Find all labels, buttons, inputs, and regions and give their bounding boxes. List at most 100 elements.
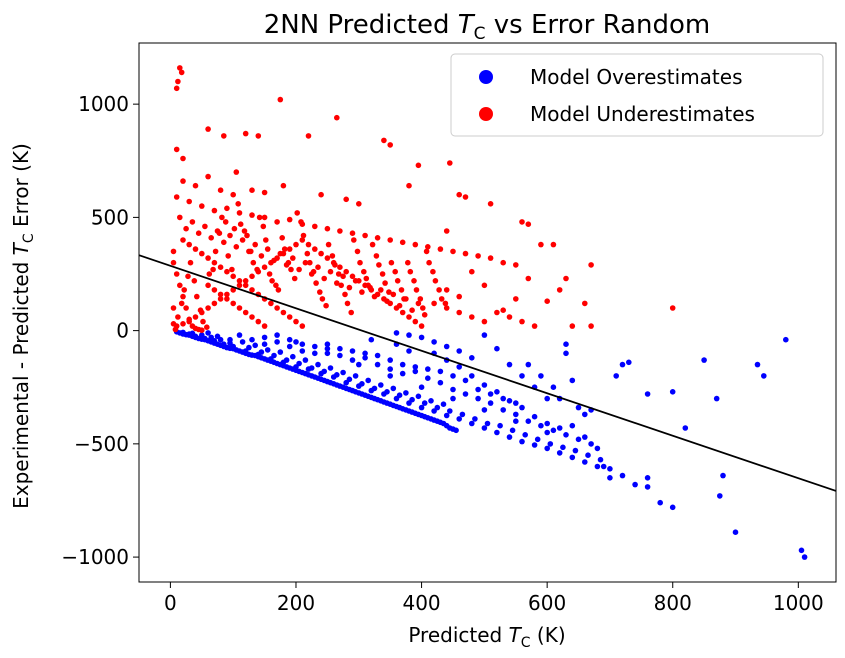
point-underestimate (387, 142, 394, 148)
point-overestimate (286, 343, 293, 350)
point-underestimate (420, 305, 426, 311)
point-overestimate (519, 404, 525, 411)
point-overestimate (472, 416, 478, 422)
y-axis-label: Experimental - Predicted TC Error (K) (9, 143, 37, 509)
point-overestimate (754, 361, 761, 368)
point-overestimate (513, 411, 519, 418)
point-underestimate (224, 268, 230, 275)
point-underestimate (300, 232, 307, 239)
point-overestimate (312, 350, 318, 357)
point-underestimate (361, 268, 367, 275)
point-overestimate (509, 427, 516, 434)
point-underestimate (443, 228, 450, 234)
point-underestimate (202, 223, 208, 230)
point-overestimate (252, 342, 258, 349)
point-underestimate (315, 264, 321, 271)
point-underestimate (187, 259, 194, 266)
point-overestimate (412, 364, 419, 370)
point-overestimate (550, 427, 557, 434)
point-underestimate (323, 302, 329, 309)
point-underestimate (199, 250, 205, 257)
point-overestimate (443, 412, 450, 419)
point-underestimate (212, 248, 219, 255)
point-underestimate (199, 327, 205, 334)
point-underestimate (241, 228, 248, 234)
point-overestimate (399, 370, 406, 377)
point-underestimate (277, 96, 284, 103)
y-tick-label: 1000 (78, 92, 129, 116)
point-underestimate (386, 289, 392, 295)
point-overestimate (494, 429, 500, 436)
point-underestimate (242, 278, 249, 284)
point-underestimate (205, 173, 211, 180)
legend-marker-underestimates (479, 107, 493, 121)
point-underestimate (286, 314, 293, 320)
point-underestimate (274, 219, 280, 225)
point-underestimate (299, 237, 306, 243)
point-underestimate (312, 246, 318, 252)
point-overestimate (450, 373, 456, 379)
point-overestimate (296, 360, 302, 367)
point-overestimate (632, 481, 638, 488)
point-overestimate (544, 445, 550, 452)
y-tick-label: −500 (74, 432, 129, 456)
legend-label-overestimates: Model Overestimates (530, 65, 743, 89)
point-overestimate (563, 432, 569, 438)
point-overestimate (362, 350, 368, 357)
point-underestimate (367, 284, 373, 291)
point-overestimate (560, 444, 566, 451)
point-overestimate (717, 493, 723, 499)
point-underestimate (363, 275, 370, 282)
point-overestimate (575, 404, 582, 411)
point-underestimate (332, 262, 338, 268)
x-tick-label: 600 (528, 591, 566, 615)
point-underestimate (487, 255, 494, 261)
point-underestimate (302, 259, 309, 266)
point-underestimate (255, 133, 262, 139)
point-overestimate (418, 334, 425, 341)
point-underestimate (384, 298, 390, 305)
svg-text:Experimental - Predicted TC Er: Experimental - Predicted TC Error (K) (9, 143, 37, 509)
point-overestimate (236, 332, 243, 338)
point-underestimate (252, 241, 258, 248)
point-underestimate (563, 275, 569, 282)
point-overestimate (506, 434, 513, 440)
point-underestimate (249, 212, 255, 218)
point-overestimate (525, 361, 532, 368)
point-underestimate (412, 241, 419, 248)
point-overestimate (569, 377, 576, 384)
point-overestimate (450, 386, 456, 393)
point-overestimate (315, 361, 321, 368)
point-underestimate (274, 305, 280, 311)
point-underestimate (430, 268, 436, 275)
point-underestimate (199, 203, 205, 209)
point-underestimate (293, 318, 299, 325)
fit-line (138, 254, 837, 492)
point-underestimate (183, 305, 189, 311)
point-overestimate (487, 391, 494, 397)
point-overestimate (258, 349, 265, 355)
point-overestimate (447, 408, 453, 414)
point-underestimate (211, 300, 218, 307)
point-overestimate (443, 343, 450, 350)
point-underestimate (178, 300, 185, 307)
point-underestimate (177, 65, 183, 71)
point-underestimate (335, 271, 342, 277)
point-underestimate (318, 191, 324, 198)
point-underestimate (172, 326, 179, 333)
point-overestimate (352, 373, 359, 379)
point-overestimate (425, 375, 431, 382)
point-underestimate (519, 318, 525, 325)
point-underestimate (388, 259, 395, 266)
point-underestimate (230, 273, 236, 280)
point-overestimate (274, 339, 280, 345)
point-underestimate (244, 232, 250, 239)
point-underestimate (299, 323, 306, 329)
point-underestimate (373, 253, 380, 259)
point-overestimate (437, 379, 444, 386)
point-underestimate (442, 300, 449, 307)
point-underestimate (264, 246, 271, 252)
point-underestimate (415, 300, 422, 307)
point-underestimate (436, 287, 442, 293)
point-underestimate (312, 223, 318, 230)
